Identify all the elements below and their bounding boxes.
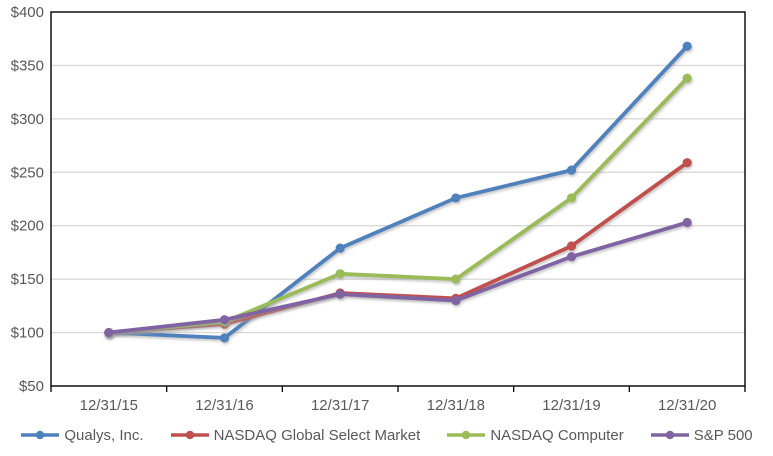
y-axis-tick-label: $100 (11, 325, 44, 342)
data-point-marker (219, 315, 230, 325)
plot-border (50, 11, 746, 387)
y-axis-tick-label: $50 (19, 378, 44, 395)
legend-marker (665, 430, 674, 440)
legend-line-marker-icon (21, 430, 60, 440)
y-axis-tick-label: $150 (11, 271, 44, 288)
legend-item-3: S&P 500 (650, 427, 753, 444)
legend-marker (36, 430, 45, 440)
data-point-marker (566, 241, 577, 251)
x-axis-tick-label: 12/31/16 (195, 397, 253, 414)
y-axis-tick-label: $200 (11, 218, 44, 235)
data-point-marker (451, 295, 461, 306)
legend-label: NASDAQ Global Select Market (213, 426, 421, 444)
legend-line-marker-icon (650, 430, 689, 440)
data-point-marker (104, 327, 114, 338)
data-point-marker (451, 193, 461, 203)
data-point-marker (682, 217, 692, 228)
y-axis-tick-label: $300 (11, 111, 44, 128)
legend-item-2: NASDAQ Computer (446, 426, 624, 444)
legend-line-marker-icon (447, 430, 486, 440)
series-line (106, 220, 690, 335)
x-axis-tick-label: 12/31/18 (427, 397, 485, 414)
y-axis-tick-label: $250 (11, 164, 44, 181)
data-point-marker (335, 243, 345, 253)
data-point-marker (451, 274, 461, 284)
data-point-marker (566, 252, 577, 262)
data-point-marker (682, 41, 692, 51)
series-3 (104, 217, 692, 338)
data-point-marker (682, 73, 692, 83)
legend-label: NASDAQ Computer (490, 426, 624, 444)
chart-legend: Qualys, Inc. NASDAQ Global Select Market N… (0, 420, 773, 450)
x-axis-tick-label: 12/31/20 (658, 397, 716, 414)
data-point-marker (682, 158, 692, 168)
data-point-marker (335, 289, 345, 299)
x-axis-tick-label: 12/31/19 (542, 397, 600, 414)
legend-item-0: Qualys, Inc. (20, 426, 144, 444)
data-point-marker (566, 193, 577, 203)
series-line (106, 44, 690, 340)
data-point-marker (219, 333, 230, 343)
legend-marker (462, 430, 471, 440)
legend-label: Qualys, Inc. (64, 426, 144, 444)
data-point-marker (335, 269, 345, 279)
x-axis-tick-label: 12/31/17 (311, 397, 369, 414)
legend-item-1: NASDAQ Global Select Market (170, 426, 421, 444)
legend-marker (185, 430, 194, 440)
x-axis-tick-label: 12/31/15 (80, 397, 138, 414)
y-axis-tick-label: $350 (11, 57, 44, 74)
legend-label: S&P 500 (693, 426, 753, 444)
y-axis-tick-label: $400 (11, 4, 44, 21)
data-point-marker (566, 165, 577, 175)
stock-performance-chart: $50 $100 $150 $200 $250 $300 $350 $400 12/31/15 1… (11, 4, 746, 414)
legend-line-marker-icon (170, 430, 209, 440)
